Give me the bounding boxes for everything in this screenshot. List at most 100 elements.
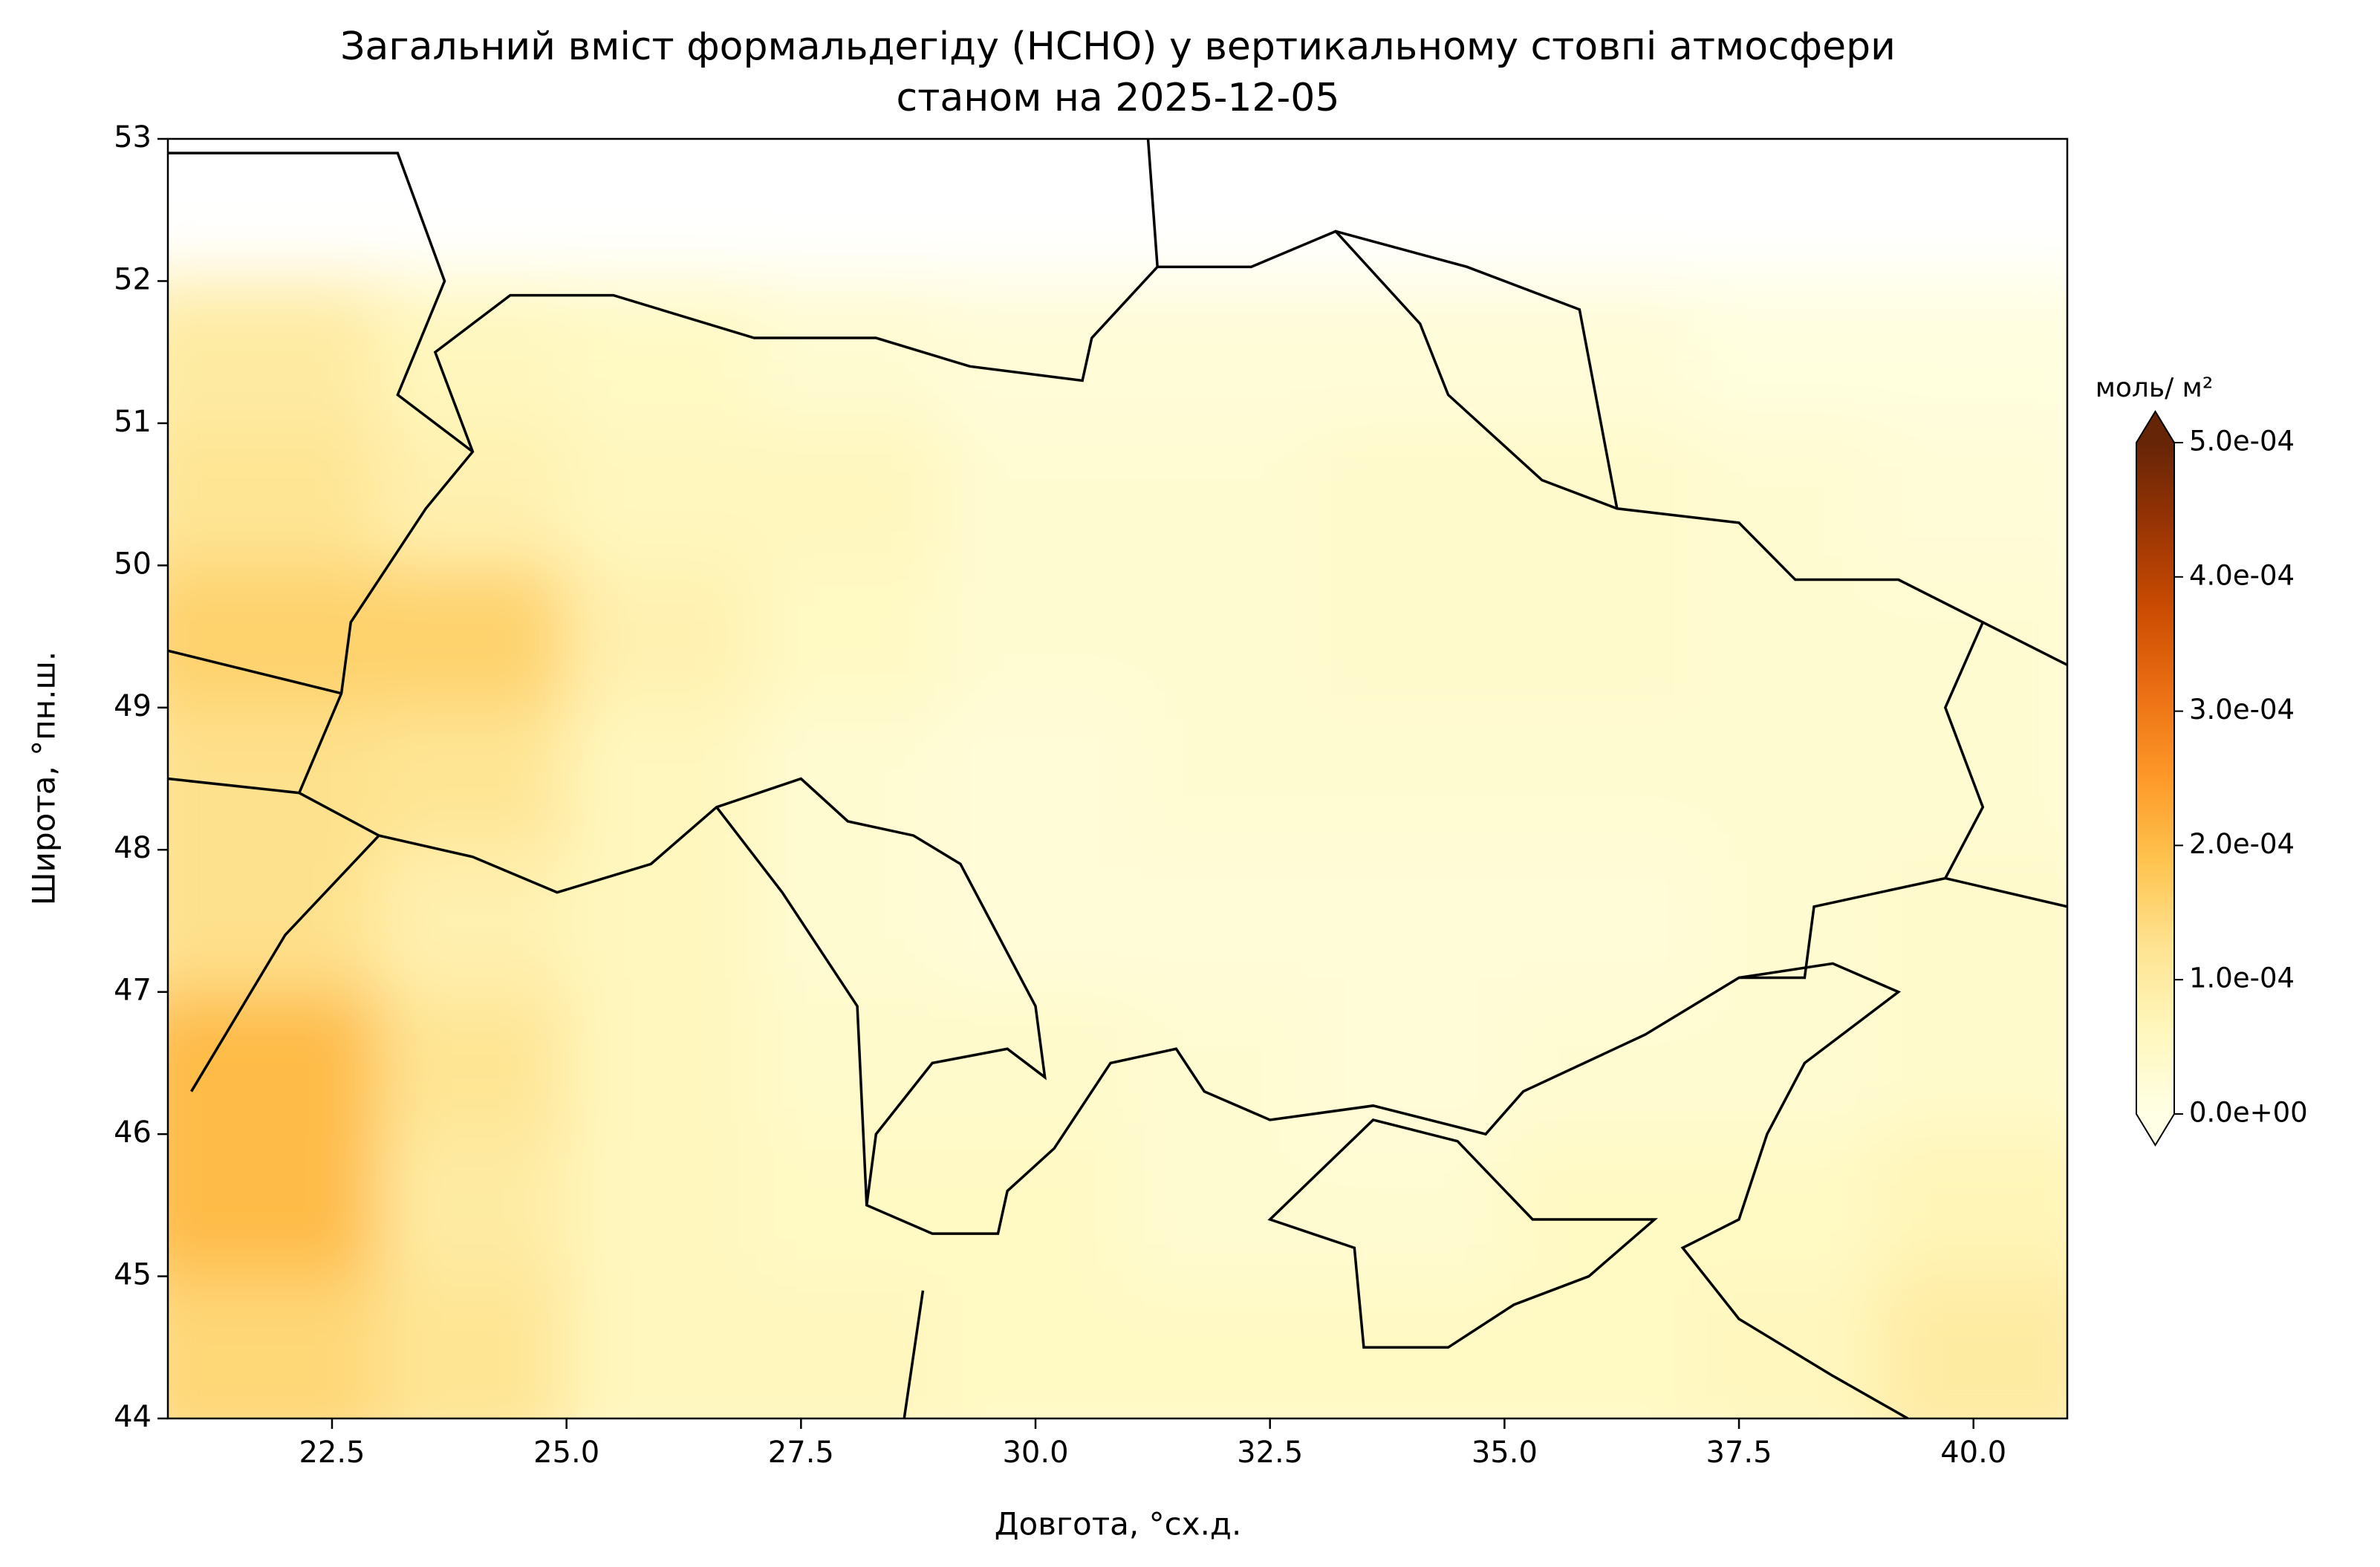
heat-cell — [379, 707, 567, 850]
heat-cell — [754, 850, 942, 992]
heat-cell — [1129, 850, 1317, 992]
heat-cell — [379, 281, 567, 423]
heat-cell — [1129, 423, 1317, 566]
heat-cell — [941, 850, 1130, 992]
colorbar-extend-top — [2136, 411, 2174, 443]
heat-cell — [379, 423, 567, 566]
heat-cell — [1879, 423, 2067, 566]
heat-cell — [1129, 281, 1317, 423]
heat-cell — [1129, 1134, 1317, 1277]
heat-cell — [1879, 565, 2067, 708]
y-tick-label: 50 — [114, 547, 152, 581]
heat-cell — [754, 1276, 942, 1418]
heat-cell — [1691, 707, 1880, 850]
heat-cell — [566, 991, 755, 1135]
heat-cell — [1691, 565, 1880, 708]
heat-cell — [941, 1134, 1130, 1277]
heat-cell — [1879, 1134, 2067, 1277]
heat-cell — [1691, 850, 1880, 992]
x-tick-label: 22.5 — [299, 1436, 365, 1470]
heat-cell — [941, 565, 1130, 708]
x-tick-label: 40.0 — [1940, 1436, 2006, 1470]
heat-cell — [941, 1276, 1130, 1418]
heat-cell — [1316, 991, 1505, 1135]
colorbar-tick-label: 0.0e+00 — [2189, 1097, 2308, 1129]
heat-cell — [1504, 707, 1692, 850]
heat-cell — [754, 1134, 942, 1277]
heat-cell — [1504, 281, 1692, 423]
x-tick-label: 32.5 — [1237, 1436, 1303, 1470]
heat-cell — [168, 850, 380, 992]
heat-cell — [566, 423, 755, 566]
axes: 22.5 25.0 27.5 30.0 32.5 35.0 37.5 40.0 44 45 46 47… — [114, 120, 2006, 1470]
colorbar-tick-label: 1.0e-04 — [2189, 962, 2295, 994]
heat-cell — [566, 707, 755, 850]
chart-title: Загальний вміст формальдегіду (HCHO) у в… — [340, 25, 1896, 69]
colorbar-tick-label: 3.0e-04 — [2189, 694, 2295, 726]
heat-cell — [168, 991, 380, 1135]
y-tick-label: 49 — [114, 689, 152, 723]
plot-frame — [166, 137, 2069, 1420]
heat-cell — [1129, 565, 1317, 708]
crimea — [1270, 1120, 1655, 1347]
x-tick-label: 27.5 — [768, 1436, 834, 1470]
heat-cell — [1129, 1276, 1317, 1418]
heat-cell — [379, 565, 567, 708]
heat-cell — [1691, 423, 1880, 566]
heat-cell — [168, 423, 380, 566]
heat-cell — [754, 991, 942, 1135]
y-tick-label: 51 — [114, 405, 152, 439]
heat-cell — [1316, 1134, 1505, 1277]
heat-cell — [168, 1134, 380, 1277]
heat-cell — [168, 707, 380, 850]
heat-cell — [754, 707, 942, 850]
y-tick-label: 47 — [114, 974, 152, 1008]
heat-cell — [566, 565, 755, 708]
heat-cell — [754, 565, 942, 708]
heat-cell — [1879, 1276, 2067, 1418]
heat-cell — [566, 281, 755, 423]
y-axis-label: Широта, °пн.ш. — [26, 651, 62, 906]
heat-cell — [168, 565, 380, 708]
heat-cell — [1691, 281, 1880, 423]
x-tick-label: 25.0 — [533, 1436, 599, 1470]
heat-cell — [566, 850, 755, 992]
heat-cell — [1691, 1134, 1880, 1277]
heat-cell — [1316, 565, 1505, 708]
colorbar-tick-label: 4.0e-04 — [2189, 559, 2295, 591]
heat-cell — [941, 707, 1130, 850]
heat-cell — [754, 423, 942, 566]
colorbar-gradient — [2136, 443, 2174, 1114]
heat-cell — [1316, 281, 1505, 423]
heat-cell — [168, 281, 380, 423]
heat-cell — [1879, 850, 2067, 992]
heat-cell — [1504, 991, 1692, 1135]
heat-cell — [1316, 423, 1505, 566]
heat-cell — [1504, 565, 1692, 708]
heat-cell — [379, 850, 567, 992]
x-tick-label: 30.0 — [1002, 1436, 1068, 1470]
chart-subtitle: станом на 2025-12-05 — [897, 76, 1340, 120]
heat-cell — [1316, 850, 1505, 992]
heat-cell — [168, 1276, 380, 1418]
heat-cell — [1129, 991, 1317, 1135]
heat-cell — [1879, 991, 2067, 1135]
heat-cell — [941, 423, 1130, 566]
x-tick-label: 35.0 — [1472, 1436, 1538, 1470]
borders — [168, 139, 2067, 1418]
x-axis-label: Довгота, °сх.д. — [995, 1506, 1242, 1542]
y-tick-label: 53 — [114, 120, 152, 154]
heat-cell — [1316, 707, 1505, 850]
heatmap — [168, 281, 2067, 1418]
coastline — [168, 139, 2067, 1418]
heat-cell — [379, 1134, 567, 1277]
colorbar-tick-label: 2.0e-04 — [2189, 828, 2295, 860]
heat-cell — [566, 1276, 755, 1418]
heat-cell — [379, 991, 567, 1135]
colorbar: моль/ м² 0.0e+00 1.0e-04 2.0e-04 3.0e-04 4.0… — [2095, 373, 2308, 1147]
y-tick-label: 44 — [114, 1400, 152, 1434]
heat-cell — [1504, 423, 1692, 566]
map-lines — [168, 139, 2067, 1418]
